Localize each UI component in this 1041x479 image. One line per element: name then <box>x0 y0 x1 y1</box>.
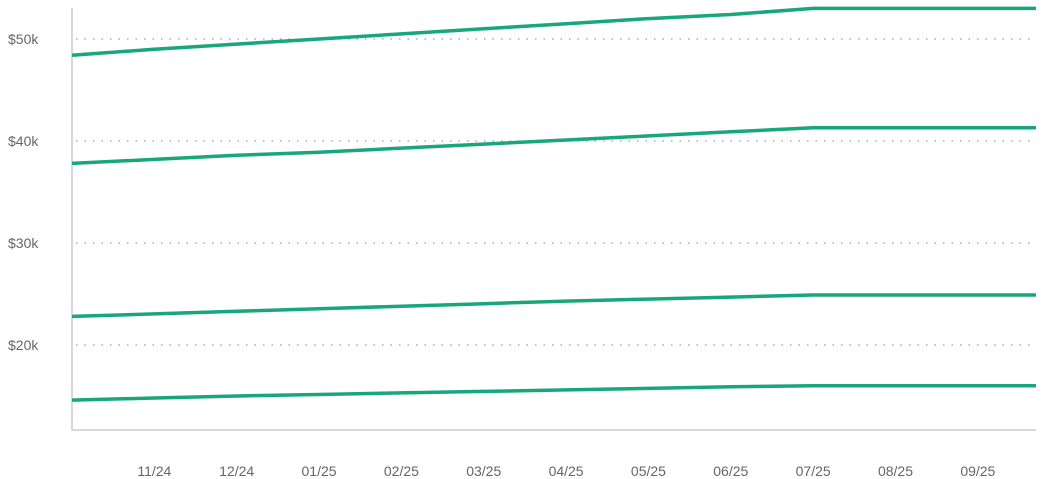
x-tick-label: 09/25 <box>960 463 995 479</box>
series-line-2 <box>71 125 1036 166</box>
series-layer <box>71 6 1036 402</box>
series-line-4 <box>71 384 1036 402</box>
series-line-1 <box>71 6 1036 58</box>
axis-layer <box>71 8 1036 431</box>
x-tick-label: 08/25 <box>878 463 913 479</box>
x-tick-label: 06/25 <box>713 463 748 479</box>
x-tick-label: 02/25 <box>384 463 419 479</box>
y-tick-label: $40k <box>8 133 39 149</box>
y-tick-label: $50k <box>8 31 39 47</box>
label-layer: $20k $30k $40k $50k 11/24 12/24 01/25 02/25 03/2… <box>8 31 996 479</box>
x-tick-label: 03/25 <box>466 463 501 479</box>
grid-layer <box>76 38 1036 346</box>
x-tick-label: 05/25 <box>631 463 666 479</box>
x-tick-label: 04/25 <box>549 463 584 479</box>
x-tick-label: 12/24 <box>219 463 254 479</box>
x-tick-label: 07/25 <box>796 463 831 479</box>
x-tick-label: 01/25 <box>302 463 337 479</box>
series-line-3 <box>71 293 1036 319</box>
y-tick-label: $20k <box>8 337 39 353</box>
x-tick-label: 11/24 <box>137 463 171 479</box>
y-tick-label: $30k <box>8 235 39 251</box>
